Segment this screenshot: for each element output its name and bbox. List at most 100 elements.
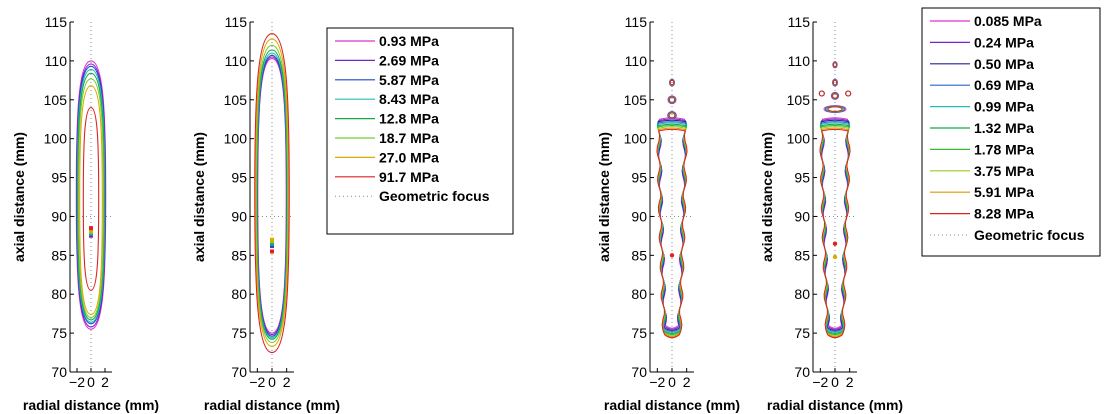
legend-label: 1.32 MPa: [974, 120, 1034, 136]
legend-box: [326, 27, 514, 235]
panel-b-left: 70 75 80 85 90 95 100 105 110 115 −2 0 2 radial dista…: [596, 14, 740, 413]
legend-box: [921, 7, 1101, 257]
x-tick-label: 2: [683, 374, 691, 390]
side-lobe-left: [818, 90, 825, 97]
peak-marker: [832, 241, 838, 246]
y-tick-label: 75: [51, 325, 67, 341]
legend-label: 0.085 MPa: [974, 13, 1042, 29]
contour-8-43-MPa: [76, 68, 106, 323]
x-tick-label: 0: [268, 374, 276, 390]
y-tick-label: 100: [787, 131, 811, 147]
legend-label: 12.8 MPa: [379, 111, 439, 127]
contour-12-8-MPa: [77, 72, 105, 321]
y-tick-label: 115: [625, 14, 648, 30]
x-tick-label: 2: [101, 374, 109, 390]
y-tick-label: 105: [44, 92, 68, 108]
y-tick-label: 105: [787, 92, 811, 108]
lobe-3-8-28-MPa: [833, 62, 837, 68]
y-tick-label: 85: [794, 247, 810, 263]
y-tick-label: 70: [51, 364, 67, 380]
legend-a-right: 0.93 MPa 2.69 MPa 5.87 MPa 8.43 MPa 12.8 MPa…: [326, 27, 514, 235]
y-tick-label: 95: [631, 170, 647, 186]
y-tick-label: 90: [794, 208, 810, 224]
x-tick-label: 0: [831, 374, 839, 390]
y-axis-label: axial distance (mm): [596, 132, 612, 262]
y-tick-label: 80: [794, 286, 810, 302]
y-tick-label: 85: [231, 247, 247, 263]
x-axis-label: radial distance (mm): [604, 397, 740, 413]
contour-18-7-MPa: [77, 78, 105, 319]
y-tick-label: 110: [788, 53, 811, 69]
legend-label: 8.43 MPa: [379, 91, 439, 107]
y-tick-label: 90: [231, 208, 247, 224]
contour-27-0-MPa: [79, 85, 103, 315]
y-tick-label: 90: [631, 208, 647, 224]
x-tick-label: −2: [812, 374, 828, 390]
y-tick-label: 80: [231, 286, 247, 302]
legend-label: Geometric focus: [379, 188, 490, 204]
peak-marker-91-7-MPa: [89, 226, 93, 231]
y-tick-label: 115: [788, 14, 811, 30]
panel-b-right: 70 75 80 85 90 95 100 105 110 115 −2 0 2 radial dista…: [759, 14, 903, 413]
x-tick-label: 2: [846, 374, 854, 390]
y-tick-label: 80: [631, 286, 647, 302]
y-tick-label: 100: [224, 131, 248, 147]
y-tick-label: 95: [231, 170, 247, 186]
y-tick-label: 95: [794, 170, 810, 186]
y-tick-label: 115: [45, 14, 68, 30]
side-lobe-right: [845, 90, 852, 97]
legend-label: 8.28 MPa: [974, 206, 1034, 222]
legend-label: 5.91 MPa: [974, 184, 1034, 200]
x-tick-label: −2: [69, 374, 85, 390]
legend-label: Geometric focus: [974, 227, 1085, 243]
contour-27-0-MPa: [255, 38, 289, 347]
peak-marker-27-0-MPa: [89, 228, 93, 233]
y-tick-label: 70: [231, 364, 247, 380]
legend-b-right: 0.085 MPa 0.24 MPa 0.50 MPa 0.69 MPa 0.99 MP…: [921, 7, 1101, 257]
contour-91-7-MPa: [82, 107, 100, 291]
x-tick-label: 0: [87, 374, 95, 390]
y-tick-label: 100: [624, 131, 648, 147]
lobe-1-8-28-MPa: [832, 93, 838, 99]
legend-label: 27.0 MPa: [379, 149, 439, 165]
panel-a-left: 70 75 80 85 90 95 100 105 110 115 −2 0 2 radial dista…: [11, 14, 159, 413]
lobe-1-8-28-MPa: [668, 96, 676, 103]
x-tick-label: −2: [249, 374, 265, 390]
y-tick-label: 105: [224, 92, 248, 108]
lobe-2-8-28-MPa: [669, 79, 675, 86]
legend-label: 0.93 MPa: [379, 33, 439, 49]
y-tick-label: 95: [51, 170, 67, 186]
y-tick-label: 85: [51, 247, 67, 263]
y-tick-label: 75: [794, 325, 810, 341]
contour-8-28-MPa: [819, 128, 851, 339]
contour-91-7-MPa: [254, 33, 290, 354]
y-tick-label: 80: [51, 286, 67, 302]
y-tick-label: 115: [225, 14, 248, 30]
y-tick-label: 105: [624, 92, 648, 108]
lobe-2-8-28-MPa: [832, 79, 838, 86]
x-tick-label: 0: [668, 374, 676, 390]
y-tick-label: 75: [631, 325, 647, 341]
x-tick-label: 2: [283, 374, 291, 390]
contour-18-7-MPa: [255, 44, 289, 343]
contour-8-43-MPa: [256, 52, 288, 339]
y-tick-label: 85: [631, 247, 647, 263]
peak-marker-secondary: [832, 254, 838, 260]
x-axis-label: radial distance (mm): [204, 397, 340, 413]
legend-label: 0.99 MPa: [974, 99, 1034, 115]
peak-marker-91-7-MPa: [270, 249, 274, 254]
legend-label: 5.87 MPa: [379, 72, 439, 88]
lobe-0-8-28-MPa: [668, 112, 676, 119]
legend-label: 0.24 MPa: [974, 34, 1034, 50]
legend-label: 2.69 MPa: [379, 52, 439, 68]
legend-label: 0.69 MPa: [974, 77, 1034, 93]
y-tick-label: 90: [51, 208, 67, 224]
y-tick-label: 100: [44, 131, 68, 147]
contour-8-28-MPa: [656, 128, 688, 339]
peak-marker: [669, 253, 675, 258]
x-axis-label: radial distance (mm): [23, 397, 159, 413]
x-axis-label: radial distance (mm): [767, 397, 903, 413]
y-tick-label: 75: [231, 325, 247, 341]
legend-label: 18.7 MPa: [379, 130, 439, 146]
